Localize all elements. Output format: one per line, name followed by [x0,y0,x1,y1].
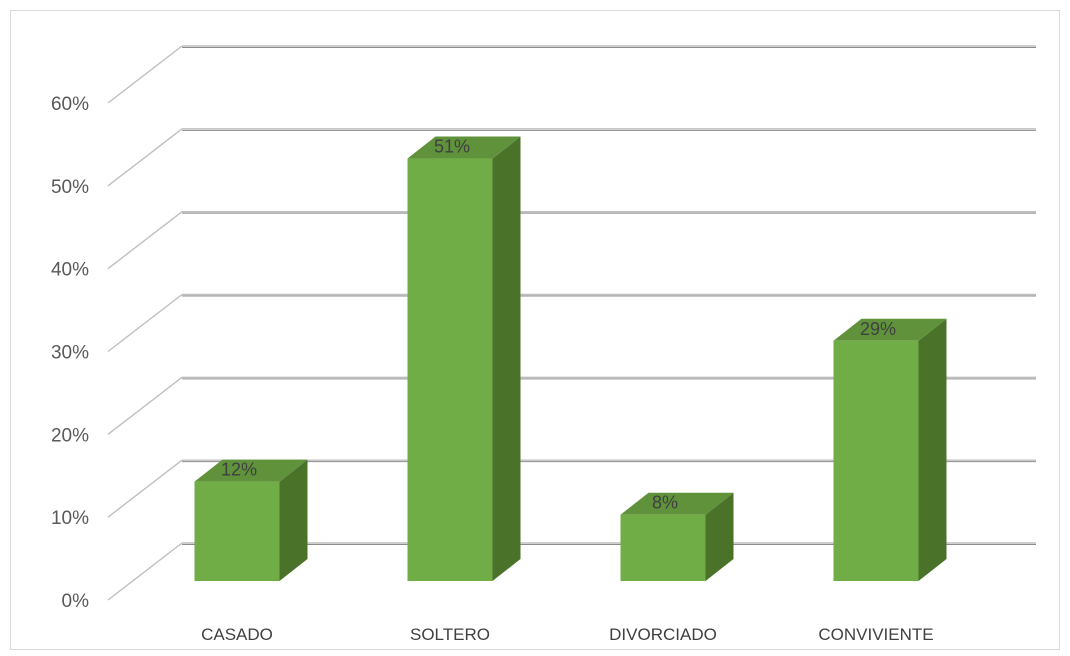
bar-side [918,318,947,581]
bar-top [407,136,521,159]
bar [194,481,280,581]
category-label: CONVIVIENTE [818,625,933,644]
y-axis-ticks: 0% 10% 20% 30% 40% 50% 60% [51,94,89,612]
gridline-depth [107,45,183,104]
bar-side [705,492,734,581]
gridline-depth [107,459,183,518]
category-label: SOLTERO [410,625,490,644]
bar-top [833,318,947,341]
gridline-depth [107,128,183,187]
data-label: 51% [434,137,470,157]
category-label: CASADO [201,625,273,644]
bar-top [194,459,308,482]
bar-side [492,136,521,582]
bars [194,136,947,582]
data-label: 29% [860,319,896,339]
data-label: 8% [652,493,678,513]
y-tick-label: 10% [51,508,89,529]
y-tick-label: 20% [51,425,89,446]
bar [407,158,493,582]
data-labels: 12% 51% 8% 29% [221,137,896,513]
bar [833,340,919,581]
gridline-depth [107,542,183,601]
y-tick-label: 60% [51,94,89,115]
category-label: DIVORCIADO [609,625,717,644]
bar-side [279,459,308,581]
y-tick-label: 50% [51,177,89,198]
y-tick-label: 0% [62,591,90,612]
y-tick-label: 40% [51,260,89,281]
gridline-depth [107,211,183,270]
gridline-depth [107,293,183,353]
y-tick-label: 30% [51,343,89,364]
data-label: 12% [221,460,257,480]
gridline-depth [107,376,183,435]
bar-top [620,492,734,515]
bar [620,514,706,581]
x-axis-categories: CASADO SOLTERO DIVORCIADO CONVIVIENTE [201,625,934,644]
